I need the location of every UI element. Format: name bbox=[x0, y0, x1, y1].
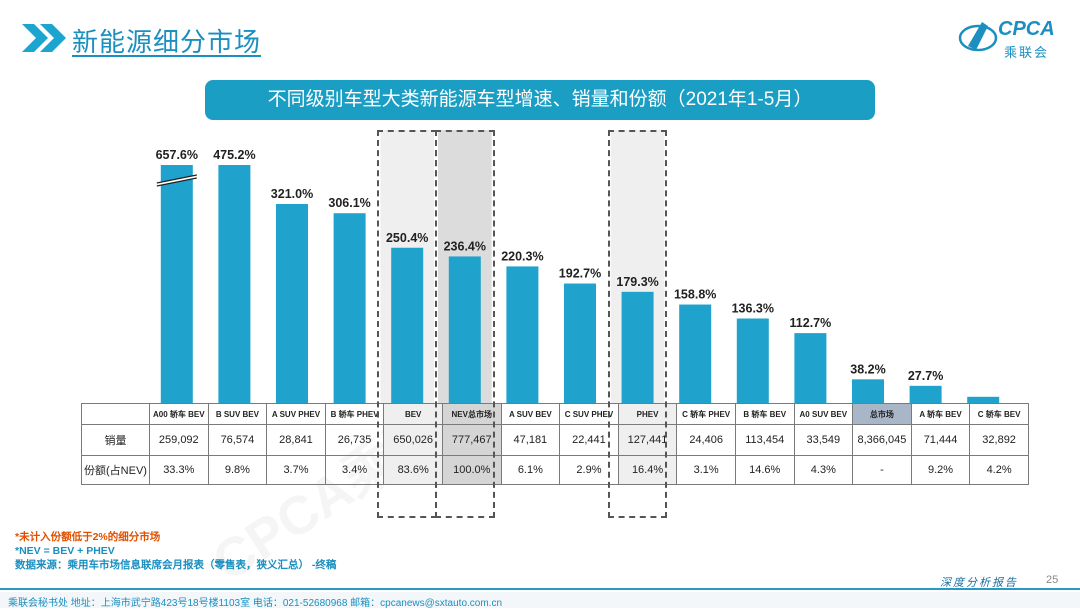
share-value: 3.1% bbox=[676, 455, 736, 485]
share-value: 4.2% bbox=[969, 455, 1029, 485]
share-value: 9.8% bbox=[207, 455, 268, 485]
bar bbox=[621, 291, 654, 403]
bar bbox=[506, 266, 539, 403]
axis-break-line bbox=[156, 174, 197, 184]
share-value: 100.0% bbox=[441, 455, 502, 485]
category-label: PHEV bbox=[617, 403, 678, 425]
category-label: C 轿车 BEV bbox=[969, 403, 1029, 425]
share-value: - bbox=[852, 455, 912, 485]
data-label: 192.7% bbox=[559, 267, 601, 281]
sales-value: 8,366,045 bbox=[852, 424, 912, 456]
category-label: A SUV BEV bbox=[500, 403, 561, 425]
share-value: 3.4% bbox=[324, 455, 385, 485]
bar bbox=[679, 304, 712, 403]
bar bbox=[333, 213, 366, 403]
footer-divider bbox=[0, 588, 1080, 590]
data-label: 250.4% bbox=[386, 231, 428, 245]
logo-brand: CPCA bbox=[998, 18, 1055, 40]
sales-value: 24,406 bbox=[676, 424, 736, 456]
footer-contact: 乘联会秘书处 地址：上海市武宁路423号18号楼1103室 电话：021-526… bbox=[8, 598, 503, 609]
sales-value: 259,092 bbox=[149, 424, 209, 456]
category-label: A SUV PHEV bbox=[266, 403, 326, 425]
bar bbox=[967, 396, 1000, 403]
sales-value: 76,574 bbox=[207, 424, 268, 456]
note-source: 数据来源：乘用车市场信息联席会月报表（零售表，狭义汇总） -终稿 bbox=[15, 559, 337, 571]
data-label: 475.2% bbox=[213, 148, 255, 162]
bar bbox=[852, 379, 884, 403]
data-label: 321.0% bbox=[271, 187, 313, 201]
category-label: B 轿车 BEV bbox=[734, 403, 795, 425]
cpca-logo: CPCA 乘联会 bbox=[958, 16, 1058, 62]
share-value: 14.6% bbox=[734, 455, 795, 485]
category-label: A00 轿车 BEV bbox=[149, 403, 209, 425]
bar bbox=[391, 247, 424, 403]
bar bbox=[736, 318, 769, 403]
category-label: C 轿车 PHEV bbox=[676, 403, 736, 425]
footer-bar bbox=[0, 592, 1080, 608]
data-label: 112.7% bbox=[790, 316, 832, 330]
sales-value: 777,467 bbox=[441, 424, 502, 456]
note-nev-definition: *NEV = BEV + PHEV bbox=[15, 545, 115, 557]
highlight-box bbox=[435, 130, 495, 518]
header-chevron-icon bbox=[22, 24, 66, 52]
sales-value: 47,181 bbox=[500, 424, 561, 456]
table-row-share: 份额(占NEV) 33.3% 9.8% 3.7% 3.4% 83.6% 100.0% 6.1%… bbox=[81, 455, 1029, 485]
chart-title: 不同级别车型大类新能源车型增速、销量和份额（2021年1-5月） bbox=[205, 80, 875, 120]
logo-emblem-icon bbox=[958, 22, 998, 52]
bar bbox=[276, 203, 308, 403]
note-threshold: *未计入份额低于2%的细分市场 bbox=[15, 531, 161, 543]
share-row-label: 份额(占NEV) bbox=[81, 455, 150, 485]
category-label: B 轿车 PHEV bbox=[324, 403, 385, 425]
bar bbox=[564, 283, 596, 403]
footer-slogan: 深度分析报告 bbox=[940, 577, 1018, 589]
footnotes: *未计入份额低于2%的细分市场 *NEV = BEV + PHEV 数据来源：乘… bbox=[15, 530, 336, 572]
category-label: A0 SUV BEV bbox=[793, 403, 854, 425]
sales-value: 113,454 bbox=[734, 424, 795, 456]
bar bbox=[909, 385, 942, 403]
axis-break-mark bbox=[156, 175, 197, 186]
table-corner bbox=[81, 403, 150, 425]
bar bbox=[448, 256, 481, 403]
data-label: 220.3% bbox=[501, 249, 543, 263]
data-label: 27.7% bbox=[908, 369, 943, 383]
data-label: 38.2% bbox=[850, 362, 885, 376]
bar bbox=[218, 165, 251, 403]
data-table: A00 轿车 BEV B SUV BEV A SUV PHEV B 轿车 PHEV BE… bbox=[81, 403, 1029, 485]
table-row-sales: 销量 259,092 76,574 28,841 26,735 650,026 777,46… bbox=[81, 424, 1029, 456]
sales-value: 71,444 bbox=[910, 424, 971, 456]
table-row-category: A00 轿车 BEV B SUV BEV A SUV PHEV B 轿车 PHEV BE… bbox=[81, 403, 1029, 425]
logo-brand-cn: 乘联会 bbox=[1004, 45, 1050, 60]
share-value: 33.3% bbox=[149, 455, 209, 485]
sales-value: 28,841 bbox=[266, 424, 326, 456]
page-number: 25 bbox=[1046, 574, 1059, 586]
share-value: 83.6% bbox=[383, 455, 443, 485]
share-value: 4.3% bbox=[793, 455, 854, 485]
sales-value: 33,549 bbox=[793, 424, 854, 456]
highlight-box bbox=[377, 130, 437, 518]
bar bbox=[794, 333, 827, 403]
data-label: 179.3% bbox=[616, 275, 658, 289]
data-label: 306.1% bbox=[328, 196, 370, 210]
data-label: 236.4% bbox=[444, 239, 486, 253]
category-label: 总市场 bbox=[852, 403, 912, 425]
share-value: 6.1% bbox=[500, 455, 561, 485]
data-label: 158.8% bbox=[674, 288, 716, 302]
growth-bar-chart: 657.6% 475.2% 321.0% 306.1% 250.4% 236.4% 220.… bbox=[156, 130, 1000, 403]
sales-row-label: 销量 bbox=[81, 424, 150, 456]
axis-break-line bbox=[156, 177, 197, 187]
sales-value: 32,892 bbox=[969, 424, 1029, 456]
category-label: BEV bbox=[383, 403, 443, 425]
page-title: 新能源细分市场 bbox=[72, 27, 262, 57]
sales-value: 650,026 bbox=[383, 424, 443, 456]
bar bbox=[160, 165, 193, 403]
share-value: 9.2% bbox=[910, 455, 971, 485]
highlight-box bbox=[607, 130, 668, 518]
share-value: 3.7% bbox=[266, 455, 326, 485]
category-label: A 轿车 BEV bbox=[910, 403, 971, 425]
data-label: 136.3% bbox=[732, 301, 774, 315]
sales-value: 26,735 bbox=[324, 424, 385, 456]
data-label: 657.6% bbox=[156, 148, 198, 162]
category-label: B SUV BEV bbox=[207, 403, 268, 425]
